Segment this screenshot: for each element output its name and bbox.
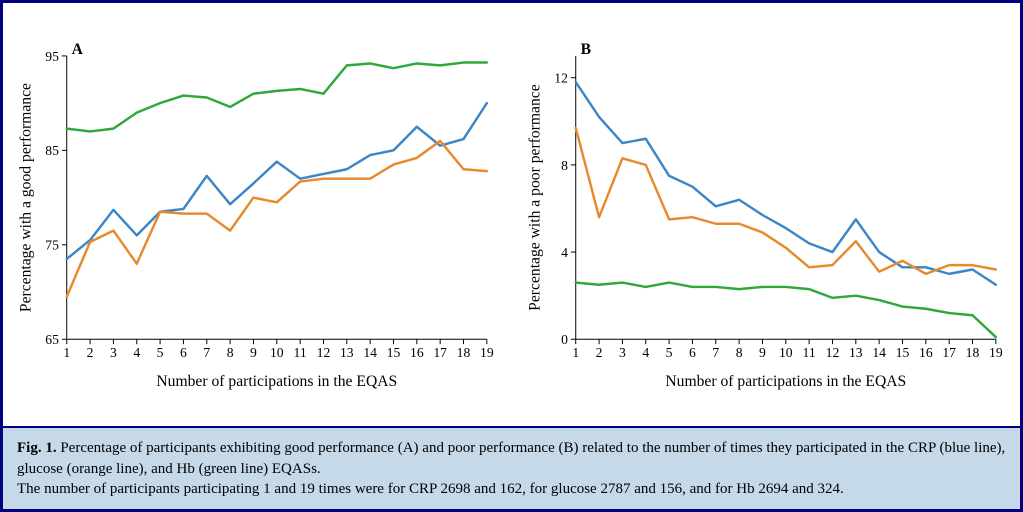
svg-text:13: 13 [340, 345, 354, 360]
svg-text:10: 10 [778, 345, 792, 360]
svg-text:17: 17 [942, 345, 956, 360]
svg-text:11: 11 [802, 345, 815, 360]
caption-body: Percentage of participants exhibiting go… [17, 440, 1005, 476]
svg-text:8: 8 [561, 158, 568, 173]
caption-line1: Fig. 1. Percentage of participants exhib… [17, 438, 1006, 479]
svg-text:15: 15 [895, 345, 909, 360]
chart-b-svg: B0481212345678910111213141516171819Numbe… [522, 13, 1011, 421]
svg-text:5: 5 [157, 345, 164, 360]
svg-text:12: 12 [554, 71, 568, 86]
svg-text:7: 7 [712, 345, 719, 360]
svg-text:Number of participations in th: Number of participations in the EQAS [156, 373, 397, 390]
svg-text:3: 3 [618, 345, 625, 360]
svg-text:13: 13 [848, 345, 862, 360]
figure-container: A6575859512345678910111213141516171819Nu… [0, 0, 1023, 512]
svg-text:B: B [580, 41, 590, 58]
charts-row: A6575859512345678910111213141516171819Nu… [3, 3, 1020, 426]
svg-text:9: 9 [250, 345, 257, 360]
svg-text:4: 4 [561, 245, 568, 260]
chart-a-svg: A6575859512345678910111213141516171819Nu… [13, 13, 502, 421]
svg-text:5: 5 [665, 345, 672, 360]
svg-text:85: 85 [45, 143, 59, 158]
svg-text:16: 16 [918, 345, 932, 360]
svg-text:18: 18 [457, 345, 471, 360]
svg-text:17: 17 [433, 345, 447, 360]
svg-text:12: 12 [317, 345, 331, 360]
figure-caption: Fig. 1. Percentage of participants exhib… [3, 426, 1020, 509]
svg-text:A: A [72, 41, 84, 58]
svg-text:15: 15 [387, 345, 401, 360]
svg-text:4: 4 [642, 345, 649, 360]
caption-title: Fig. 1. [17, 440, 57, 456]
svg-text:2: 2 [87, 345, 94, 360]
caption-note: The number of participants participating… [17, 479, 1006, 499]
svg-text:4: 4 [133, 345, 140, 360]
panel-a: A6575859512345678910111213141516171819Nu… [3, 3, 512, 426]
svg-text:1: 1 [63, 345, 70, 360]
svg-text:1: 1 [572, 345, 579, 360]
svg-text:Percentage with a poor perform: Percentage with a poor performance [526, 84, 543, 311]
svg-text:2: 2 [595, 345, 602, 360]
svg-text:7: 7 [203, 345, 210, 360]
svg-text:19: 19 [989, 345, 1003, 360]
svg-text:18: 18 [965, 345, 979, 360]
svg-text:75: 75 [45, 238, 59, 253]
svg-text:8: 8 [227, 345, 234, 360]
svg-text:14: 14 [363, 345, 377, 360]
svg-text:11: 11 [294, 345, 307, 360]
svg-text:Percentage with a good perform: Percentage with a good performance [18, 83, 35, 312]
svg-text:3: 3 [110, 345, 117, 360]
svg-text:6: 6 [689, 345, 696, 360]
panel-b: B0481212345678910111213141516171819Numbe… [512, 3, 1021, 426]
svg-text:95: 95 [45, 49, 59, 64]
svg-text:12: 12 [825, 345, 839, 360]
svg-text:19: 19 [480, 345, 494, 360]
svg-text:Number of participations in th: Number of participations in the EQAS [665, 373, 906, 390]
svg-text:6: 6 [180, 345, 187, 360]
svg-text:65: 65 [45, 332, 59, 347]
svg-text:8: 8 [735, 345, 742, 360]
svg-text:14: 14 [872, 345, 886, 360]
svg-text:0: 0 [561, 332, 568, 347]
svg-text:16: 16 [410, 345, 424, 360]
svg-text:9: 9 [759, 345, 766, 360]
svg-text:10: 10 [270, 345, 284, 360]
